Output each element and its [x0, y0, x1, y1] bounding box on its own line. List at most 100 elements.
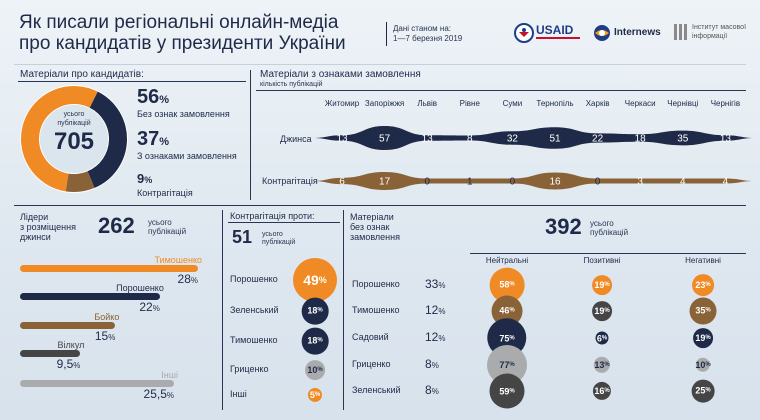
region-value-2-7: 0	[595, 177, 601, 188]
neutral-row-share-2: 12%	[425, 303, 446, 317]
counter-name-4: Гриценко	[230, 364, 269, 374]
donut-slice-3	[65, 171, 95, 192]
summary-title: Матеріали про кандидатів:	[20, 69, 144, 80]
imi-text-line1: Інститут масової	[692, 24, 747, 31]
leaders-caption-2: публікацій	[148, 227, 187, 236]
region-value-2-4: 1	[467, 177, 473, 188]
counter-title: Контрагітація проти:	[230, 211, 315, 221]
leader-name-4: Вілкул	[57, 340, 85, 350]
region-label-6: Тернопіль	[536, 99, 573, 108]
imi-text-line2: інформації	[692, 33, 728, 40]
donut-center: усього публікацій 705	[41, 110, 107, 156]
leaders-caption-1: усього	[148, 218, 172, 227]
neutral-bubble-4-3: 10%	[695, 357, 711, 373]
col-header-positive: Позитивні	[583, 256, 621, 265]
usaid-logo: USAID	[514, 22, 582, 44]
internews-globe-icon	[594, 25, 610, 41]
counter-name-3: Тимошенко	[230, 335, 278, 345]
neutral-row-share-3: 12%	[425, 330, 446, 344]
neutral-title-line3: замовлення	[350, 232, 400, 242]
neutral-bubble-5-2: 16%	[592, 381, 612, 401]
donut-caption-1: усього	[63, 111, 85, 118]
counter-caption-1: усього	[262, 231, 283, 238]
usaid-text: USAID	[536, 23, 574, 37]
neutral-bubble-3-3: 19%	[693, 328, 713, 348]
neutral-caption-1: усього	[590, 219, 614, 228]
leaders-chart: Тимошенко 28% Порошенко 22% Бойко 15% Вілкул 9,…	[0, 0, 220, 420]
summary-item-2-pct: 37	[137, 128, 160, 150]
leaders-title: Лідери з розміщення джинси	[20, 212, 76, 242]
neutral-bubble-2-3: 35%	[689, 297, 717, 325]
neutral-bubble-3-2: 6%	[595, 331, 609, 345]
counter-name-2: Зеленський	[230, 305, 279, 315]
region-value-2-6: 16	[549, 177, 561, 188]
leaders-title-line2: з розміщення	[20, 222, 76, 232]
leader-name-2: Порошенко	[116, 283, 164, 293]
donut-slice-1	[21, 86, 98, 192]
col-header-negative: Негативні	[685, 256, 721, 265]
neutral-row-share-5: 8%	[425, 383, 439, 397]
region-value-2-1: 6	[339, 177, 345, 188]
leader-name-3: Бойко	[94, 312, 120, 322]
leader-value-5: 25,5%	[143, 387, 174, 401]
neutral-title-line1: Матеріали	[350, 212, 394, 222]
counter-bubble-2: 18%	[301, 297, 329, 325]
col-header-neutral: Нейтральні	[485, 256, 529, 265]
region-value-1-10: 13	[720, 134, 732, 145]
leader-value-3: 15%	[94, 329, 116, 343]
neutral-bubble-4-2: 13%	[593, 356, 611, 374]
regions-row1-label: Джинса	[280, 134, 312, 144]
counter-bubble-1: 49%	[293, 258, 337, 302]
region-value-1-5: 32	[507, 134, 519, 145]
leader-bar-5	[20, 380, 174, 387]
region-label-10: Чернігів	[711, 99, 740, 108]
counter-bubble-5: 5%	[307, 387, 323, 403]
region-label-2: Запоріжжя	[365, 99, 404, 108]
leaders-total: 262	[98, 213, 135, 238]
region-label-3: Львів	[417, 99, 437, 108]
leader-value-1: 28%	[177, 272, 198, 286]
region-stream-1	[312, 126, 752, 150]
summary-item-2: 37% З ознаками замовлення	[137, 128, 237, 161]
leader-value-2: 22%	[139, 300, 160, 314]
leaders-title-line1: Лідери	[20, 212, 49, 222]
region-value-2-8: 3	[637, 177, 643, 188]
leaders-title-line3: джинси	[20, 232, 51, 242]
summary-item-3-pct: 9	[137, 171, 145, 186]
neutral-bubble-2-2: 19%	[592, 301, 612, 321]
leader-value-4: 9,5%	[56, 357, 81, 371]
leader-name-5: Інші	[161, 370, 178, 380]
region-label-8: Черкаси	[625, 99, 656, 108]
counter-name-5: Інші	[230, 389, 247, 399]
neutral-row-name-2: Тимошенко	[352, 305, 400, 315]
neutral-row-share-1: 33%	[425, 277, 446, 291]
region-value-1-8: 18	[635, 134, 647, 145]
region-value-1-9: 35	[677, 134, 689, 145]
leader-name-1: Тимошенко	[154, 255, 202, 265]
neutral-bubble-5-3: 25%	[691, 379, 715, 403]
summary-item-1-label: Без ознак замовлення	[137, 109, 230, 119]
regions-chart: Житомир Запоріжжя Львів Рівне Суми Тернопіль Х…	[312, 99, 752, 190]
donut-slice-2	[87, 91, 127, 188]
region-stream-2	[312, 172, 752, 190]
region-value-2-3: 0	[424, 177, 430, 188]
usaid-seal-icon	[514, 23, 534, 43]
region-value-1-1: 13	[336, 134, 348, 145]
page-title-line1: Як писали регіональні онлайн-медіа	[19, 12, 339, 33]
counter-caption-2: публікацій	[262, 239, 296, 246]
summary-item-3-label: Контрагітація	[137, 188, 193, 198]
neutral-bubble-1-2: 19%	[592, 275, 612, 295]
region-label-7: Харків	[586, 99, 610, 108]
summary-item-2-label: З ознаками замовлення	[137, 151, 237, 161]
neutral-title-line2: без ознак	[350, 222, 390, 232]
region-value-1-7: 22	[592, 134, 604, 145]
region-value-2-9: 4	[680, 177, 686, 188]
neutral-row-share-4: 8%	[425, 357, 439, 371]
region-value-1-6: 51	[549, 134, 561, 145]
summary-item-1-pct: 56	[137, 86, 160, 108]
leader-bar-1	[20, 265, 198, 272]
neutral-total: 392	[545, 214, 582, 239]
neutral-row-name-3: Садовий	[352, 332, 389, 342]
